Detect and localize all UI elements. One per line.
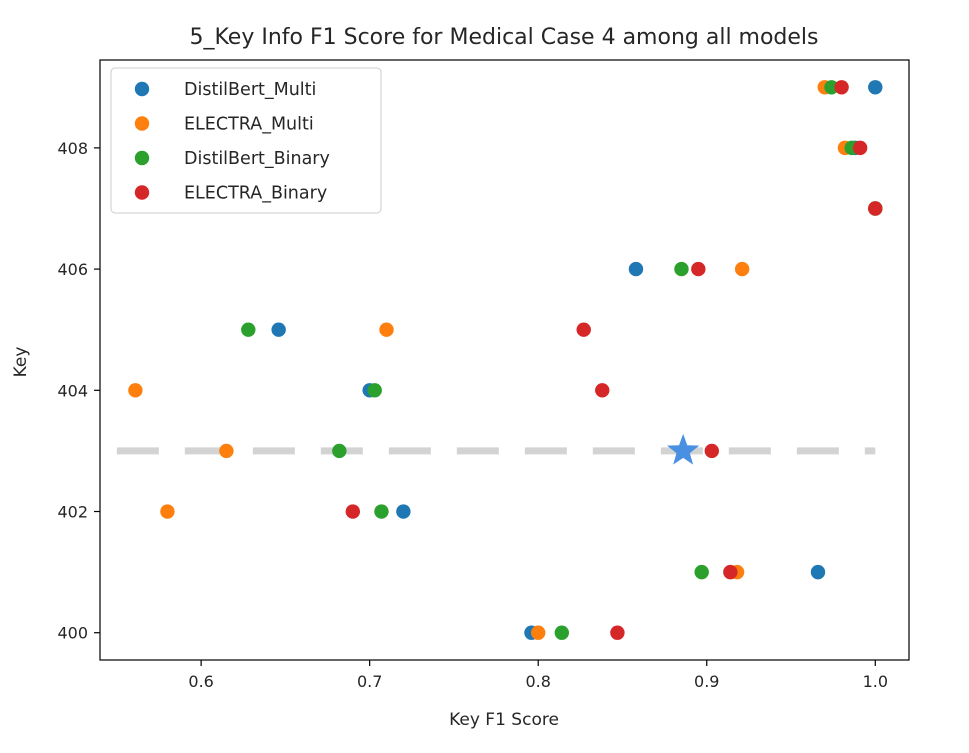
point-electra-multi-4: [379, 322, 394, 337]
legend: DistilBert_Multi ELECTRA_Multi DistilBert_…: [110, 67, 382, 214]
x-axis-ticks: 0.6 0.7 0.8 0.9 1.0: [188, 660, 888, 691]
point-electra-binary-0: [834, 80, 849, 95]
point-electra-binary-2: [868, 201, 883, 216]
point-electra-binary-7: [345, 504, 361, 519]
legend-marker-distilbert-binary: [134, 150, 150, 166]
point-distilbert-binary-0: [824, 80, 839, 95]
legend-marker-distilbert-multi: [134, 81, 150, 97]
point-distilbert-multi-7: [810, 564, 826, 580]
point-distilbert-multi-0: [868, 80, 883, 95]
point-distilbert-binary-8: [694, 564, 709, 580]
point-distilbert-binary-5: [367, 383, 382, 398]
legend-label-distilbert-multi: DistilBert_Multi: [184, 80, 316, 100]
point-electra-binary-3: [691, 261, 706, 277]
point-distilbert-multi-4: [271, 322, 286, 337]
point-electra-binary-5: [595, 383, 610, 398]
x-tick-label: 0.7: [357, 672, 382, 691]
point-distilbert-binary-3: [674, 261, 689, 277]
x-tick-label: 0.8: [525, 672, 550, 691]
legend-items: DistilBert_Multi ELECTRA_Multi DistilBert_…: [134, 80, 330, 204]
point-distilbert-multi-3: [628, 261, 644, 277]
point-distilbert-multi-6: [396, 504, 411, 519]
point-electra-binary-1: [852, 140, 868, 156]
point-electra-binary-6: [704, 443, 720, 459]
point-electra-multi-7: [160, 504, 175, 519]
y-axis-ticks: 400 402 404 406 408: [57, 139, 100, 643]
x-tick-label: 0.6: [188, 672, 213, 691]
data-points-layer: [128, 80, 883, 640]
point-electra-multi-6: [219, 443, 234, 459]
point-distilbert-binary-4: [241, 322, 256, 337]
point-electra-multi-9: [531, 625, 546, 640]
legend-box: [110, 67, 382, 214]
star-marker: [666, 433, 700, 465]
y-tick-label: 406: [57, 260, 88, 279]
x-tick-label: 0.9: [694, 672, 719, 691]
legend-label-electra-multi: ELECTRA_Multi: [184, 115, 314, 135]
x-axis-label: Key F1 Score: [449, 710, 559, 730]
legend-label-distilbert-binary: DistilBert_Binary: [184, 149, 330, 169]
x-tick-label: 1.0: [863, 672, 888, 691]
y-tick-label: 402: [57, 503, 88, 522]
point-electra-multi-3: [734, 261, 750, 277]
point-distilbert-binary-9: [554, 625, 570, 640]
y-tick-label: 404: [57, 381, 88, 400]
point-electra-multi-5: [128, 383, 143, 398]
point-electra-binary-4: [576, 322, 591, 337]
point-electra-binary-9: [610, 625, 625, 640]
chart-title: 5_Key Info F1 Score for Medical Case 4 a…: [189, 25, 818, 50]
point-distilbert-binary-7: [374, 504, 389, 519]
point-electra-binary-8: [723, 564, 738, 580]
star-marker-layer: [666, 433, 700, 465]
y-tick-label: 400: [57, 624, 88, 643]
y-tick-label: 408: [57, 139, 88, 158]
y-axis-label: Key: [11, 347, 31, 378]
legend-marker-electra-multi: [134, 116, 150, 131]
plot-area-frame: [99, 59, 910, 661]
point-distilbert-binary-6: [332, 443, 347, 459]
legend-label-electra-binary: ELECTRA_Binary: [184, 184, 327, 204]
legend-marker-electra-binary: [134, 185, 150, 200]
